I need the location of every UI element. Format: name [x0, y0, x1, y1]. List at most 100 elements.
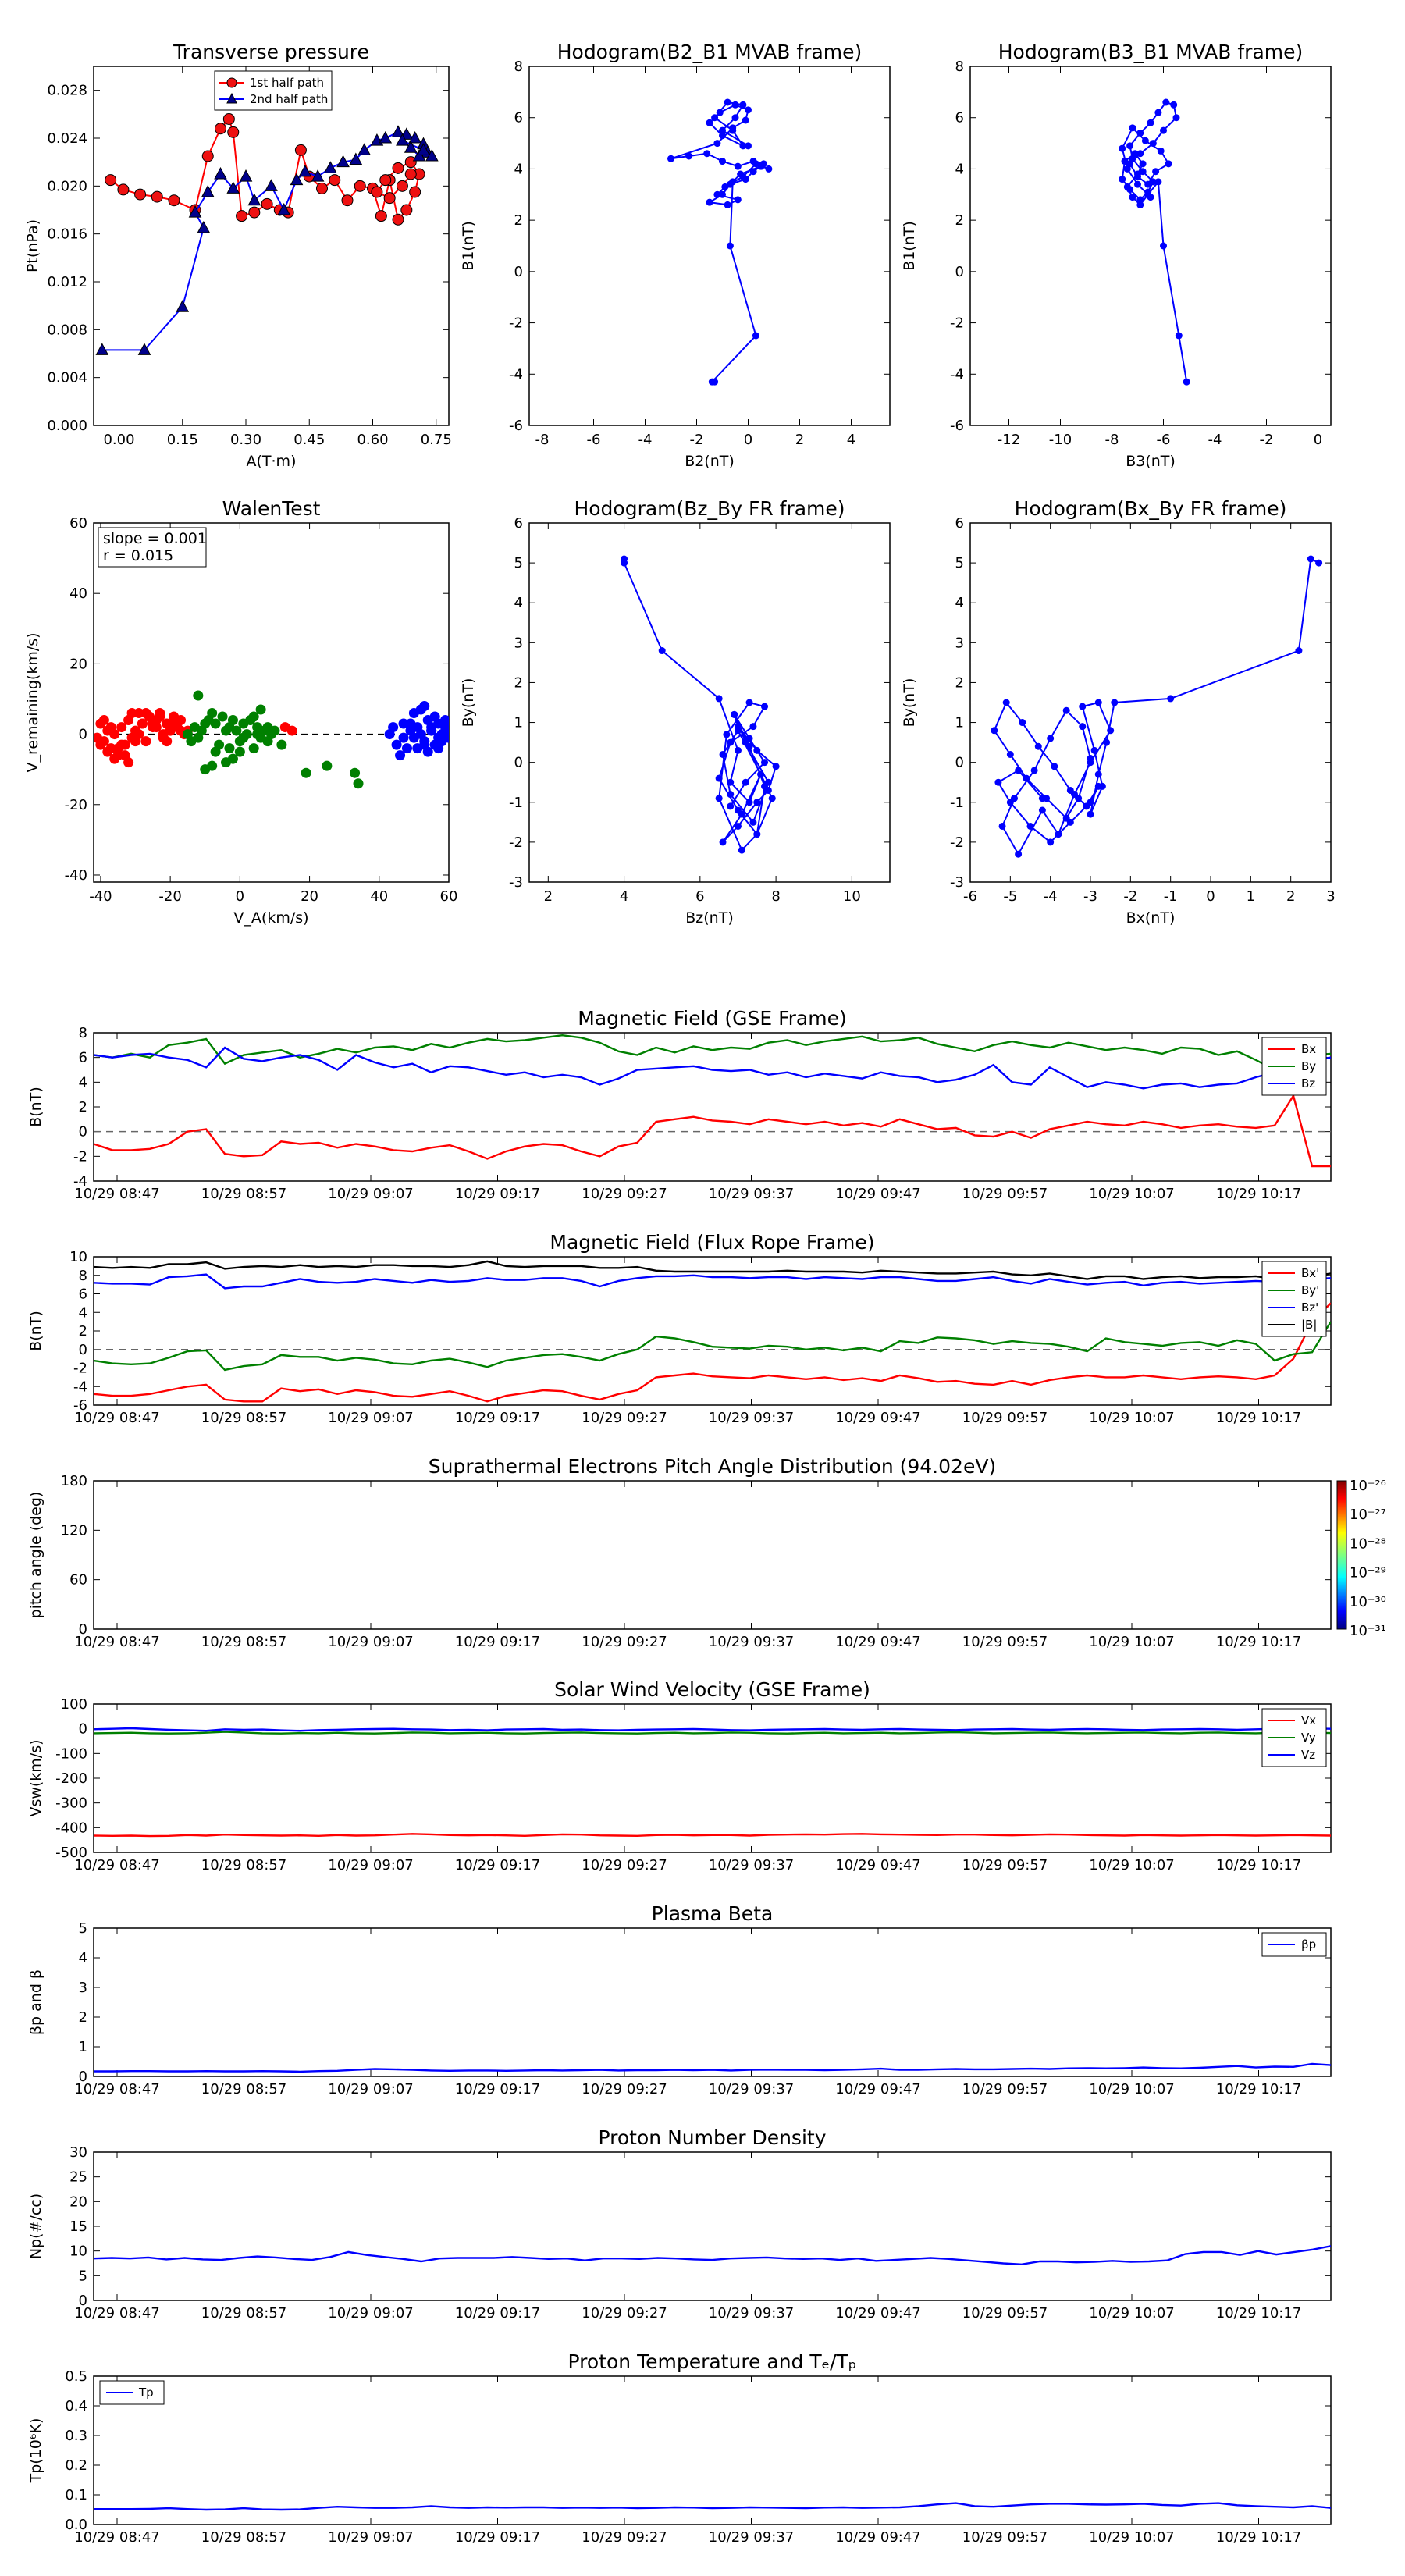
data-point [1144, 180, 1152, 188]
colorbar-label: 10⁻²⁸ [1350, 1535, 1386, 1552]
y-tick-label: -2 [73, 1361, 87, 1377]
y-tick-label: -4 [73, 1173, 87, 1190]
data-point [137, 718, 148, 729]
data-point [745, 699, 753, 706]
series-line [94, 1731, 1331, 1735]
data-point [1119, 176, 1126, 183]
x-tick-label: -6 [1157, 432, 1171, 448]
data-point [731, 114, 739, 122]
data-point [383, 192, 396, 205]
data-point [753, 799, 761, 806]
data-point [715, 795, 723, 802]
chart-title: Transverse pressure [173, 41, 369, 63]
annotation-box [98, 527, 207, 568]
y-axis-label: B1(nT) [901, 221, 918, 271]
data-point [133, 708, 144, 719]
data-point [738, 810, 745, 818]
data-point [1295, 647, 1303, 655]
y-tick-label: 4 [955, 161, 964, 177]
plot-marks [94, 1260, 1331, 1403]
data-point [210, 718, 221, 729]
data-point [719, 126, 726, 134]
data-point [261, 197, 273, 210]
time-tick-label: 10/29 10:07 [1089, 2305, 1174, 2322]
data-point [404, 156, 417, 169]
data-point [734, 746, 742, 754]
plot-marks [94, 2062, 1331, 2073]
data-point [1165, 160, 1172, 168]
data-point [1160, 126, 1167, 134]
legend-label: By' [1301, 1283, 1319, 1297]
data-point [140, 736, 151, 747]
time-tick-label: 10/29 08:57 [201, 1857, 286, 1873]
y-tick-label: -3 [509, 874, 523, 891]
data-point [276, 739, 287, 750]
time-tick-label: 10/29 09:17 [455, 2529, 540, 2546]
x-tick-label: 3 [1326, 888, 1335, 905]
y-tick-label: 0 [79, 1621, 87, 1638]
x-tick-label: -40 [89, 888, 112, 905]
data-point [227, 715, 238, 726]
data-point [1075, 795, 1083, 802]
x-tick-label: -8 [535, 432, 550, 448]
colorbar [1336, 1480, 1347, 1630]
y-tick-label: -1 [950, 795, 964, 811]
x-axis-label: V_A(km/s) [233, 909, 308, 927]
data-point [126, 708, 137, 719]
data-point [419, 701, 430, 712]
data-point [753, 746, 761, 754]
time-tick-label: 10/29 10:07 [1089, 1410, 1174, 1426]
y-axis-label: Pt(nPa) [24, 219, 41, 272]
time-tick-label: 10/29 09:07 [328, 1186, 413, 1202]
time-tick-label: 10/29 09:37 [709, 2305, 794, 2322]
data-point [341, 194, 354, 207]
data-point [1136, 129, 1144, 137]
y-tick-label: 3 [79, 1980, 87, 1996]
legend-label: Bz [1301, 1076, 1315, 1091]
y-axis-label: By(nT) [901, 678, 918, 728]
data-point [1047, 838, 1055, 846]
data-point [1134, 173, 1141, 180]
time-tick-label: 10/29 09:07 [328, 2081, 413, 2097]
plot-area [528, 522, 891, 883]
data-point [991, 727, 998, 735]
colorbar-label: 10⁻²⁹ [1350, 1565, 1386, 1582]
data-point [404, 168, 417, 180]
data-point [417, 143, 430, 155]
time-tick-label: 10/29 09:37 [709, 1857, 794, 1873]
x-tick-label: -6 [963, 888, 977, 905]
data-point [193, 690, 204, 701]
data-point [265, 179, 278, 191]
y-tick-label: 0.1 [65, 2487, 87, 2503]
data-point [396, 133, 409, 146]
series-line [94, 1093, 1331, 1168]
y-tick-label: 3 [514, 635, 523, 651]
time-tick-label: 10/29 09:47 [835, 2305, 920, 2322]
data-point [231, 725, 242, 736]
data-point [1103, 738, 1111, 746]
plot-area [93, 1480, 1332, 1630]
time-tick-label: 10/29 09:57 [962, 1186, 1048, 1202]
time-tick-label: 10/29 08:57 [201, 1410, 286, 1426]
y-tick-label: 4 [514, 595, 523, 611]
y-tick-label: -20 [65, 797, 87, 813]
data-point [102, 746, 113, 757]
y-tick-label: 4 [79, 1950, 87, 1966]
y-tick-label: 6 [955, 515, 964, 532]
x-tick-label: -20 [158, 888, 181, 905]
time-tick-label: 10/29 10:07 [1089, 2529, 1174, 2546]
data-point [117, 183, 130, 196]
data-point [1170, 101, 1178, 109]
data-point [1123, 165, 1131, 173]
data-point [357, 143, 372, 155]
time-tick-label: 10/29 09:57 [962, 1857, 1048, 1873]
time-tick-label: 10/29 09:27 [582, 1634, 667, 1650]
data-point [706, 198, 713, 206]
time-tick-label: 10/29 10:17 [1216, 1634, 1301, 1650]
data-point [1002, 699, 1010, 706]
y-tick-label: 15 [69, 2218, 87, 2235]
panel-tp: Proton Temperature and Tₑ/Tₚ 10/29 08:47 1… [27, 2350, 1332, 2546]
data-point [1062, 706, 1070, 714]
data-point [252, 729, 263, 740]
time-tick-label: 10/29 09:57 [962, 1410, 1048, 1426]
